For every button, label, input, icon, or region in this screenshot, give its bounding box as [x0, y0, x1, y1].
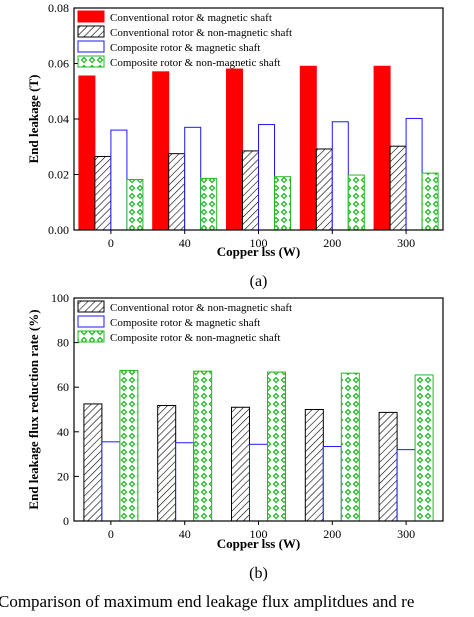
x-axis-label: Copper lss (W) — [217, 536, 301, 551]
bar-4-300 — [421, 172, 439, 231]
bar-3-40 — [193, 370, 213, 522]
legend-swatch-2 — [77, 315, 105, 328]
y-tick-label: 0.00 — [48, 223, 69, 237]
bar-2-0 — [94, 155, 112, 231]
y-tick-label: 80 — [57, 336, 69, 350]
bar-2-40 — [175, 442, 195, 522]
y-tick-label: 0.06 — [48, 57, 69, 71]
chart-panel-b: 0 20 40 60 80 100 0 40 100 200 300 Copper lss (W) En… — [26, 291, 444, 582]
panel-label: (b) — [249, 565, 268, 582]
legend-label-3: Composite rotor & non-magnetic shaft — [110, 332, 280, 344]
x-tick-label: 200 — [323, 236, 341, 250]
y-tick-label: 40 — [57, 425, 69, 439]
x-tick-label: 100 — [250, 236, 268, 250]
bar-4-100 — [274, 176, 291, 231]
bar-1-200 — [304, 409, 324, 522]
y-tick-label: 20 — [57, 469, 69, 483]
legend-label-1: Conventional rotor & non-magnetic shaft — [110, 302, 292, 314]
bar-3-300 — [405, 117, 423, 231]
x-tick-label: 0 — [108, 236, 114, 250]
legend-swatch-1 — [77, 300, 105, 313]
legend-swatch-3 — [77, 330, 105, 343]
bar-3-200 — [340, 372, 360, 522]
chart-panel-a: 0.00 0.02 0.04 0.06 0.08 0 40 100 200 300 Copper l… — [26, 1, 444, 290]
legend-swatch-4 — [77, 55, 105, 68]
bar-3-0 — [119, 369, 139, 522]
x-tick-label: 0 — [108, 527, 114, 541]
legend-label-2: Conventional rotor & non-magnetic shaft — [110, 27, 292, 39]
legend-swatch-2 — [77, 25, 105, 38]
bar-3-200 — [331, 121, 349, 231]
legend-swatch-1 — [77, 10, 105, 23]
bar-2-200 — [315, 148, 333, 231]
bar-2-40 — [168, 153, 186, 231]
bar-2-0 — [101, 441, 121, 522]
legend-label-3: Composite rotor & magnetic shaft — [110, 42, 260, 54]
bar-1-0 — [83, 403, 103, 522]
bar-3-300 — [414, 374, 434, 522]
bar-1-300 — [378, 411, 398, 522]
bar-1-40 — [157, 404, 177, 522]
bar-1-0 — [78, 75, 96, 231]
bar-4-200 — [347, 174, 365, 231]
legend-label-2: Composite rotor & magnetic shaft — [110, 317, 260, 329]
legend-label-1: Conventional rotor & magnetic shaft — [110, 12, 272, 24]
bar-2-300 — [389, 145, 407, 231]
x-axis-label: Copper lss (W) — [217, 244, 301, 259]
figure-caption: Comparison of maximum end leakage flux a… — [0, 592, 414, 611]
y-tick-label: 0.02 — [48, 168, 69, 182]
panel-label: (a) — [250, 273, 268, 290]
x-tick-label: 40 — [179, 527, 191, 541]
bar-3-0 — [110, 129, 128, 231]
x-tick-label: 300 — [397, 236, 415, 250]
legend-swatch-3 — [77, 40, 105, 53]
bar-1-100 — [231, 406, 250, 522]
y-tick-label: 0.04 — [48, 112, 69, 126]
bar-2-300 — [396, 449, 416, 522]
bar-2-200 — [322, 446, 342, 522]
x-tick-label: 40 — [179, 236, 191, 250]
legend-label-4: Composite rotor & non-magnetic shaft — [110, 57, 280, 69]
y-axis-label: End leakage flux reduction rate (%) — [26, 309, 41, 509]
bar-1-100 — [226, 68, 243, 231]
y-tick-label: 60 — [57, 380, 69, 394]
bar-3-100 — [267, 371, 286, 522]
bar-2-100 — [249, 443, 268, 522]
x-tick-label: 100 — [250, 527, 268, 541]
bar-1-200 — [299, 65, 317, 231]
y-tick-label: 0.08 — [48, 1, 69, 15]
bar-4-0 — [126, 178, 144, 231]
bar-3-40 — [184, 126, 202, 231]
bar-1-40 — [152, 71, 170, 231]
x-tick-label: 300 — [397, 527, 415, 541]
y-tick-label: 0 — [63, 514, 69, 528]
bar-4-40 — [200, 177, 218, 231]
y-tick-label: 100 — [51, 291, 69, 305]
bar-3-100 — [258, 124, 275, 231]
y-axis-label: End leakage (T) — [26, 75, 41, 164]
bar-2-100 — [242, 150, 259, 231]
x-tick-label: 200 — [323, 527, 341, 541]
bar-1-300 — [373, 65, 391, 231]
